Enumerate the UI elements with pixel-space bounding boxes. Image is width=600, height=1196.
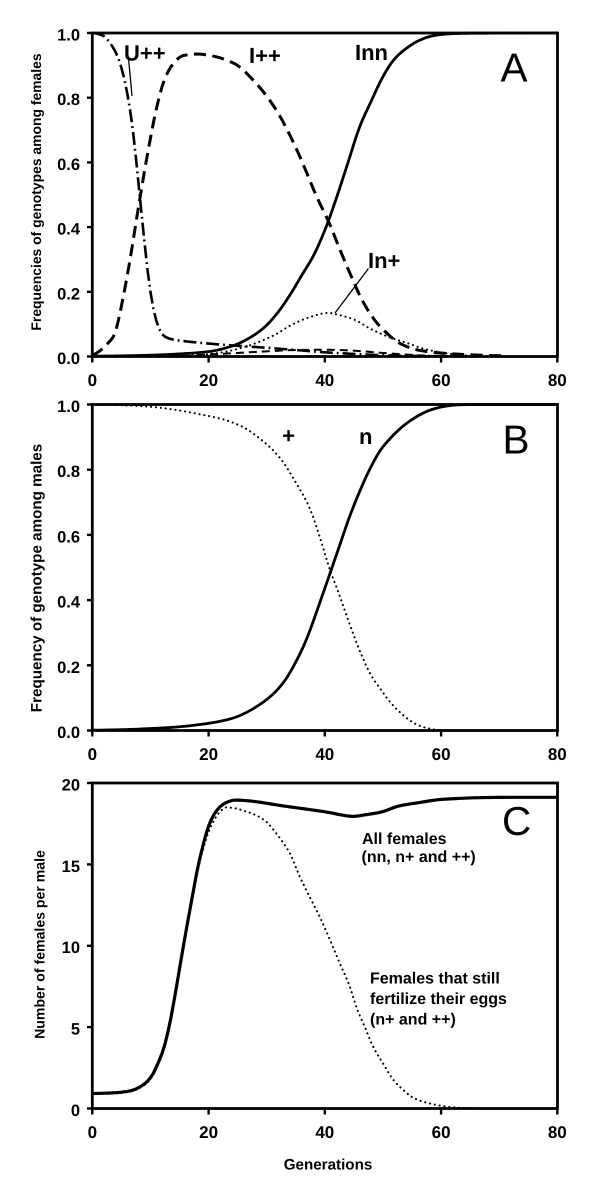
svg-text:Number of females per male: Number of females per male — [32, 850, 48, 1039]
svg-text:5: 5 — [71, 1021, 80, 1039]
svg-text:20: 20 — [199, 745, 218, 764]
svg-text:Inn: Inn — [355, 40, 388, 65]
svg-text:0.0: 0.0 — [57, 724, 80, 742]
svg-text:80: 80 — [548, 745, 567, 764]
svg-text:0.8: 0.8 — [57, 91, 80, 109]
svg-text:Frequency of genotype among ma: Frequency of genotype among males — [29, 444, 46, 712]
svg-text:20: 20 — [199, 1123, 218, 1142]
svg-text:20: 20 — [62, 777, 80, 795]
svg-text:0: 0 — [71, 1102, 80, 1120]
svg-text:0.0: 0.0 — [57, 350, 80, 368]
svg-text:C: C — [502, 798, 531, 844]
svg-text:A: A — [501, 45, 528, 91]
svg-text:0.4: 0.4 — [57, 594, 81, 612]
svg-text:(nn, n+ and ++): (nn, n+ and ++) — [362, 849, 476, 866]
svg-text:60: 60 — [432, 1123, 451, 1142]
svg-text:B: B — [503, 416, 530, 462]
svg-text:Generations: Generations — [284, 1157, 373, 1174]
svg-text:Frequencies of genotypes among: Frequencies of genotypes among females — [28, 53, 44, 330]
svg-text:0.2: 0.2 — [57, 659, 80, 677]
svg-text:fertilize their eggs: fertilize their eggs — [370, 991, 507, 1008]
svg-text:20: 20 — [199, 371, 218, 390]
svg-text:0.6: 0.6 — [57, 528, 80, 546]
svg-text:60: 60 — [432, 745, 451, 764]
svg-text:0.8: 0.8 — [57, 463, 80, 481]
svg-text:n: n — [359, 424, 372, 449]
svg-text:0: 0 — [88, 1123, 97, 1142]
svg-text:All females: All females — [362, 831, 447, 848]
svg-text:40: 40 — [315, 371, 334, 390]
svg-text:0: 0 — [88, 745, 97, 764]
svg-text:10: 10 — [62, 939, 80, 957]
svg-text:In+: In+ — [368, 248, 400, 273]
svg-text:1.0: 1.0 — [57, 27, 80, 45]
svg-text:0.2: 0.2 — [57, 285, 80, 303]
svg-text:1.0: 1.0 — [57, 398, 80, 416]
svg-text:40: 40 — [315, 1123, 334, 1142]
svg-text:60: 60 — [432, 371, 451, 390]
svg-text:(n+ and ++): (n+ and ++) — [370, 1012, 456, 1029]
svg-text:0.4: 0.4 — [57, 221, 81, 239]
svg-text:40: 40 — [315, 745, 334, 764]
svg-text:0: 0 — [88, 371, 97, 390]
svg-text:Females that still: Females that still — [370, 971, 500, 988]
svg-text:I++: I++ — [249, 43, 281, 68]
svg-text:15: 15 — [62, 858, 80, 876]
svg-text:0.6: 0.6 — [57, 156, 80, 174]
svg-text:+: + — [282, 423, 295, 448]
svg-text:80: 80 — [548, 371, 567, 390]
svg-text:80: 80 — [548, 1123, 567, 1142]
svg-text:U++: U++ — [124, 41, 166, 66]
